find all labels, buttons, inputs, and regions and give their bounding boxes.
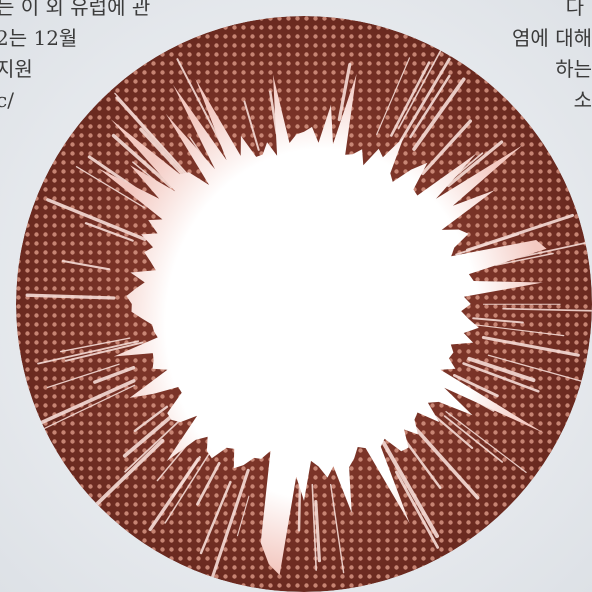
burst-streak	[481, 335, 580, 357]
burst-streak	[61, 259, 111, 271]
burst-streak	[64, 341, 144, 362]
burst-streak	[199, 480, 232, 555]
lens-center-burst	[98, 73, 547, 576]
burst-streak	[311, 483, 318, 571]
burst-streak	[399, 57, 451, 143]
burst-streak	[148, 457, 200, 532]
burst-streak	[409, 74, 451, 139]
burst-streak	[243, 100, 260, 151]
burst-streak	[337, 62, 352, 122]
burst-streak	[93, 366, 136, 384]
burst-streak	[124, 415, 186, 473]
burst-streak	[122, 411, 177, 458]
lens-burst-spikes	[25, 38, 592, 579]
burst-streak	[176, 58, 227, 153]
background-text-right: 다 염에 대해 하는 소	[512, 0, 592, 116]
burst-streak	[462, 362, 540, 393]
burst-streak	[455, 233, 520, 256]
burst-streak	[402, 436, 442, 490]
burst-streak	[46, 363, 120, 389]
burst-streak	[445, 411, 527, 473]
burst-streak	[25, 293, 116, 300]
background-text-line: 염에 대해	[512, 26, 592, 50]
background-text-line: 지원	[0, 57, 33, 81]
burst-streak	[60, 337, 131, 353]
burst-streak	[381, 440, 439, 538]
burst-streak	[495, 252, 554, 266]
burst-streak	[452, 373, 499, 398]
burst-streak	[25, 379, 136, 431]
contact-lens-image	[14, 14, 592, 592]
burst-streak	[394, 470, 440, 549]
background-text-line: 소	[573, 88, 592, 112]
burst-streak	[75, 166, 146, 209]
burst-streak	[443, 415, 504, 463]
burst-streak	[467, 356, 536, 383]
burst-streak	[397, 38, 448, 130]
burst-streak	[164, 441, 217, 524]
burst-streak	[376, 57, 411, 136]
burst-streak	[472, 317, 524, 324]
burst-streak	[37, 340, 139, 365]
background-text-line: 는 이 외 유럽에 관	[0, 0, 151, 19]
burst-streak	[297, 481, 302, 532]
contact-lens-svg	[16, 16, 592, 592]
burst-streak	[502, 307, 592, 312]
background-text-line: c/	[0, 88, 14, 112]
burst-streak	[446, 140, 504, 188]
burst-streak	[412, 77, 466, 151]
burst-streak	[330, 484, 345, 574]
burst-streak	[84, 222, 134, 242]
burst-streak	[196, 461, 221, 506]
burst-streak	[474, 324, 565, 337]
burst-streak	[314, 500, 321, 563]
burst-streak	[236, 495, 250, 537]
burst-streak	[210, 468, 250, 579]
burst-streak	[139, 127, 187, 179]
background-text-line: 2는 12월	[0, 26, 78, 50]
burst-streak	[133, 405, 169, 432]
burst-streak	[389, 61, 431, 137]
burst-streak	[115, 96, 194, 183]
burst-streak	[42, 384, 136, 430]
burst-streak	[111, 133, 173, 189]
burst-streak	[409, 421, 480, 500]
background-text-left: 는 이 외 유럽에 관 2는 12월 지원 c/	[0, 0, 150, 116]
burst-streak	[434, 415, 474, 449]
burst-streak	[46, 198, 147, 241]
burst-streak	[88, 438, 165, 513]
background-text-line: 하는	[555, 57, 592, 81]
background-text-line: 다	[565, 0, 584, 19]
burst-streak	[421, 119, 472, 176]
